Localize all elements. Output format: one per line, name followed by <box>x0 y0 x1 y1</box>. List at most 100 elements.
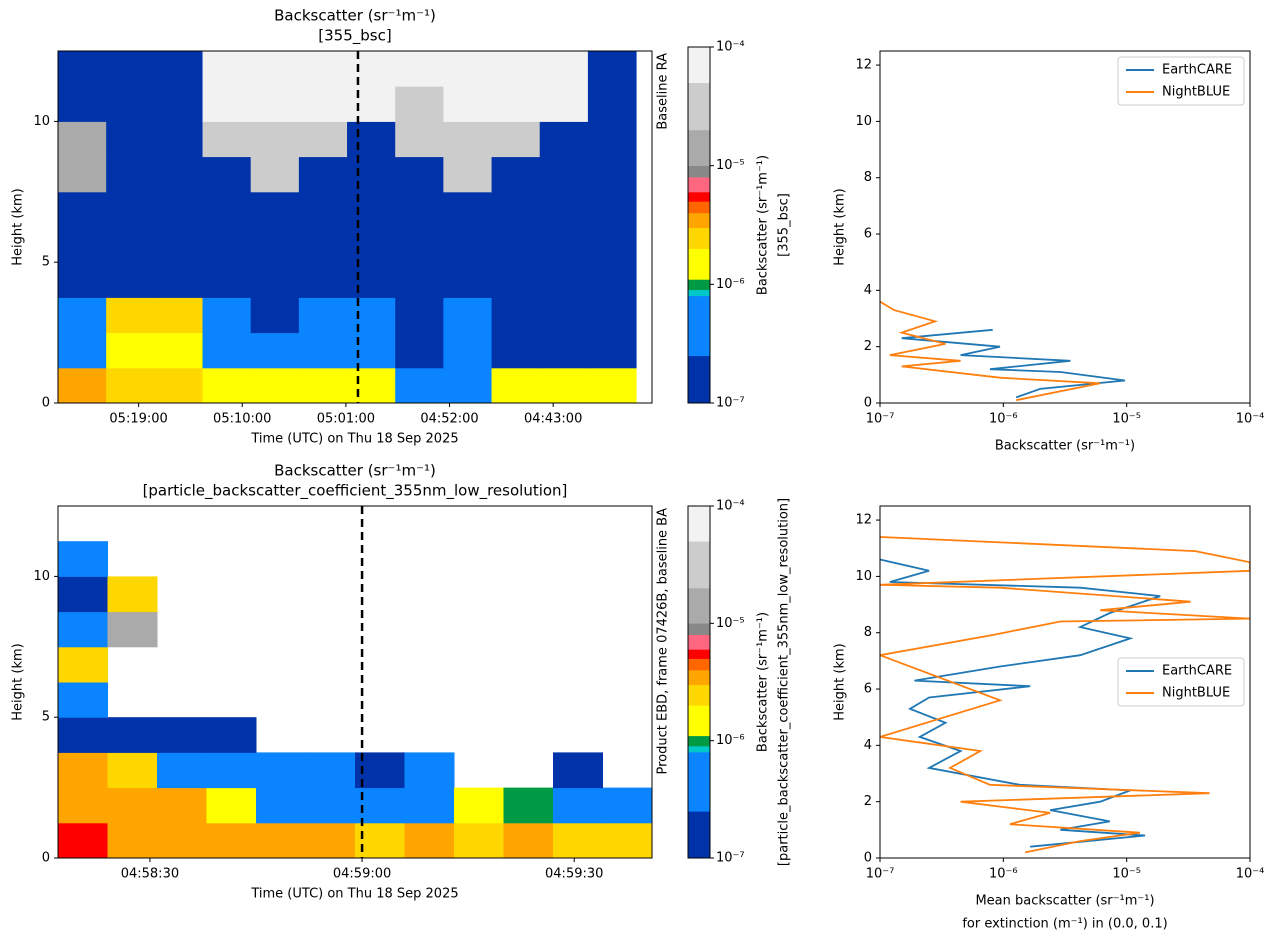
heatmap-cell <box>539 191 589 228</box>
heatmap-cell <box>250 262 300 298</box>
heatmap-cell <box>250 156 300 193</box>
heatmap-cell <box>58 752 108 789</box>
side-label: Product EBD, frame 07426B, baseline BA <box>656 508 671 775</box>
x-tick-label: 04:58:30 <box>121 867 179 882</box>
heatmap-cell <box>305 752 356 789</box>
y-tick-label: 12 <box>855 513 872 528</box>
heatmap-cell <box>587 297 637 334</box>
heatmap-cell <box>347 227 396 263</box>
heatmap-cell <box>154 86 204 122</box>
colorbar-band <box>688 191 710 202</box>
heatmap-cell <box>157 717 207 753</box>
heatmap-cell <box>553 752 603 789</box>
colorbar-band <box>688 705 710 737</box>
y-tick-label: 4 <box>864 738 872 753</box>
colorbar-band <box>688 811 710 859</box>
heatmap-cell <box>250 191 300 228</box>
heatmap-cell <box>106 191 155 228</box>
heatmap-cell <box>491 191 541 228</box>
colorbar-band <box>688 279 710 291</box>
heatmap-cell <box>157 752 207 789</box>
heatmap-cell <box>154 332 204 369</box>
heatmap-cell <box>539 297 589 334</box>
heatmap-cell <box>404 822 455 859</box>
heatmap-cell <box>454 787 504 824</box>
heatmap-cell <box>587 86 637 122</box>
heatmap-cell <box>443 86 493 122</box>
heatmap-cell <box>443 332 493 369</box>
colorbar-band <box>688 355 710 404</box>
heatmap-cell <box>347 262 396 298</box>
colorbar-label: Backscatter (sr⁻¹m⁻¹) <box>756 155 771 295</box>
heatmap-cell <box>395 367 444 404</box>
y-tick-label: 5 <box>42 710 50 725</box>
heatmap-cell <box>58 227 107 263</box>
heatmap-cell <box>157 787 207 824</box>
heatmap-cell <box>539 332 589 369</box>
x-tick-label: 10⁻⁷ <box>866 867 895 882</box>
heatmap-cell <box>443 121 493 158</box>
heatmap-cell <box>404 752 455 789</box>
y-axis-label: Height (km) <box>833 188 848 265</box>
chart-title: [particle_backscatter_coefficient_355nm_… <box>143 482 568 501</box>
y-tick-label: 4 <box>864 283 872 298</box>
y-tick-label: 10 <box>33 114 50 129</box>
heatmap-cell <box>443 156 493 193</box>
heatmap-cell <box>503 787 554 824</box>
heatmap-cell <box>154 367 204 404</box>
heatmap-cell <box>347 156 396 193</box>
heatmap-cell <box>539 262 589 298</box>
heatmap-cell <box>298 51 348 87</box>
heatmap-cell <box>107 822 158 859</box>
heatmap-cell <box>157 822 207 859</box>
heatmap-cell <box>154 227 204 263</box>
y-tick-label: 0 <box>864 851 872 866</box>
colorbar-tick-label: 10⁻⁶ <box>716 733 745 748</box>
heatmap-cell <box>298 156 348 193</box>
colorbar-band <box>688 588 710 624</box>
colorbar-band <box>688 746 710 753</box>
x-tick-label: 10⁻⁶ <box>989 867 1018 882</box>
heatmap-cell <box>154 262 204 298</box>
heatmap-cell <box>587 121 637 158</box>
heatmap-cell <box>250 121 300 158</box>
heatmap-cell <box>202 332 252 369</box>
x-tick-label: 04:43:00 <box>524 412 582 427</box>
chart-title: [355_bsc] <box>318 27 391 46</box>
plot-frame <box>57 505 653 859</box>
heatmap-cell <box>395 51 444 87</box>
colorbar-tick-label: 10⁻⁴ <box>716 40 745 55</box>
heatmap-cell <box>587 332 637 369</box>
heatmap-cell <box>347 332 396 369</box>
colorbar-band <box>688 248 710 280</box>
heatmap-cell <box>107 752 158 789</box>
heatmap-cell <box>443 191 493 228</box>
colorbar-band <box>688 201 710 214</box>
heatmap-cell <box>250 51 300 87</box>
heatmap-cell <box>539 121 589 158</box>
heatmap-cell <box>154 156 204 193</box>
x-axis-label: Time (UTC) on Thu 18 Sep 2025 <box>250 432 458 447</box>
heatmap-cell <box>298 86 348 122</box>
plot-area <box>880 536 1250 854</box>
heatmap-cell <box>202 191 252 228</box>
heatmap-cell <box>58 787 108 824</box>
heatmap-cell <box>443 262 493 298</box>
colorbar-band <box>688 735 710 747</box>
colorbar-tick-label: 10⁻⁵ <box>716 616 745 631</box>
heatmap-cell <box>443 367 493 404</box>
heatmap-cell <box>298 227 348 263</box>
heatmap-cell <box>250 367 300 404</box>
plot-frame <box>57 50 653 404</box>
heatmap-cell <box>503 822 554 859</box>
heatmap-cell <box>404 787 455 824</box>
heatmap-cell <box>202 51 252 87</box>
heatmap-cell <box>539 156 589 193</box>
x-axis-label: Mean backscatter (sr⁻¹m⁻¹) <box>975 894 1154 909</box>
heatmap-cell <box>395 332 444 369</box>
y-tick-label: 6 <box>864 682 872 697</box>
heatmap-cell <box>491 156 541 193</box>
heatmap-cell <box>395 156 444 193</box>
heatmap-cell <box>602 822 653 859</box>
colorbar-band <box>688 623 710 636</box>
